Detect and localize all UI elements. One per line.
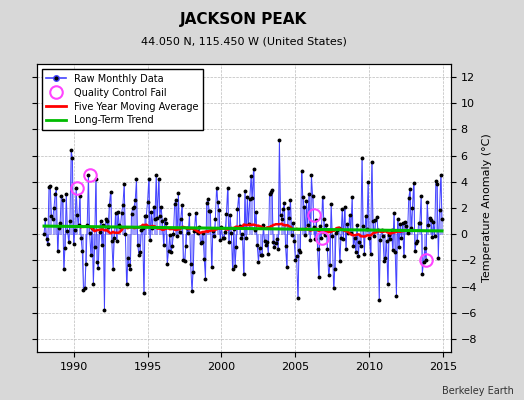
Y-axis label: Temperature Anomaly (°C): Temperature Anomaly (°C) [483, 134, 493, 282]
Text: 44.050 N, 115.450 W (United States): 44.050 N, 115.450 W (United States) [141, 36, 346, 46]
Text: JACKSON PEAK: JACKSON PEAK [180, 12, 307, 27]
Text: Berkeley Earth: Berkeley Earth [442, 386, 514, 396]
Legend: Raw Monthly Data, Quality Control Fail, Five Year Moving Average, Long-Term Tren: Raw Monthly Data, Quality Control Fail, … [41, 69, 203, 130]
